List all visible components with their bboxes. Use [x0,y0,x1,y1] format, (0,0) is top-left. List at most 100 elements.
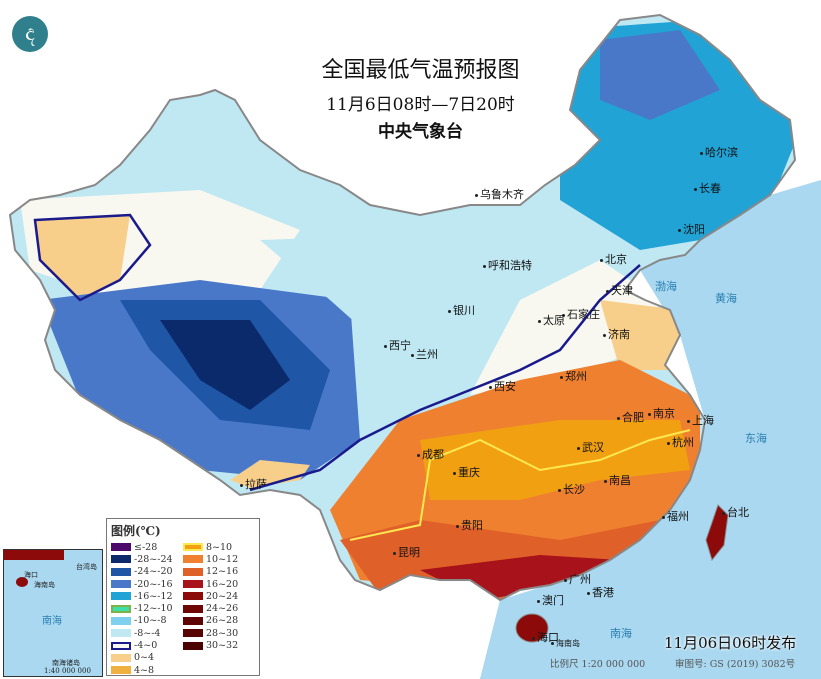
island-label: 海南岛 [551,638,580,649]
legend-swatch [111,653,131,662]
city-label: 太原 [538,312,565,328]
legend-swatch [111,629,131,638]
legend-label: 24~26 [206,603,239,615]
legend-item: 26~28 [183,615,255,627]
city-label: 香港 [587,584,614,600]
south-china-sea-inset: 海口 海南岛 台湾岛 南海 南海诸岛 1:40 000 000 [3,549,103,677]
legend-item: 8~10 [183,541,255,553]
legend-label: 28~30 [206,627,239,639]
legend-item: -24~-20 [111,566,183,578]
legend-swatch [111,555,131,564]
inset-label: 南海 [42,616,62,627]
sea-label: 东海 [745,432,767,445]
city-label: 拉萨 [240,476,267,492]
legend-label: 4~8 [134,664,155,676]
legend-swatch [111,604,131,613]
city-label: 哈尔滨 [700,144,738,160]
legend-label: ≤-28 [134,541,158,553]
legend-item: 30~32 [183,639,255,651]
city-label: 石家庄 [562,306,600,322]
city-label: 兰州 [411,346,438,362]
city-label: 杭州 [667,434,694,450]
legend-item: 20~24 [183,590,255,602]
city-label: 西宁 [384,337,411,353]
city-label: 贵阳 [456,517,483,533]
legend-label: 26~28 [206,615,239,627]
legend-swatch [183,604,203,613]
legend-label: -28~-24 [134,553,173,565]
city-label: 长春 [694,180,721,196]
legend-item: 0~4 [111,652,183,664]
city-label: 广州 [564,571,591,587]
city-label: 南京 [648,405,675,421]
city-label: 福州 [662,508,689,524]
city-label: 台北 [722,504,749,520]
city-label: 银川 [448,302,475,318]
legend-label: -20~-16 [134,578,173,590]
legend-item: 24~26 [183,602,255,614]
legend-label: -4~0 [134,640,158,652]
inset-label: 南海诸岛 [52,659,80,667]
legend-item: -10~-8 [111,615,183,627]
legend-label: 10~12 [206,553,239,565]
legend-item: 4~8 [111,664,183,676]
city-label: 昆明 [393,544,420,560]
city-label: 乌鲁木齐 [475,186,524,202]
legend-item: 10~12 [183,553,255,565]
city-label: 天津 [606,282,633,298]
city-label: 郑州 [560,368,587,384]
eight-isotherm [349,429,691,541]
legend-label: 30~32 [206,640,239,652]
inset-scale: 1:40 000 000 [44,667,91,675]
legend-swatch [111,592,131,601]
inset-label: 海南岛 [34,581,55,589]
legend-item: -4~0 [111,639,183,651]
city-label: 呼和浩特 [483,257,532,273]
legend-item: -20~-16 [111,578,183,590]
city-label: 澳门 [537,592,564,608]
legend-swatch [111,543,131,552]
legend-swatch [183,567,203,576]
sea-label: 黄海 [715,292,737,305]
legend-item: 28~30 [183,627,255,639]
legend-label: 8~10 [206,541,233,553]
city-label: 武汉 [577,439,604,455]
sea-label: 渤海 [655,280,677,293]
legend-item: -12~-10 [111,602,183,614]
issuer: 中央气象台 [378,122,463,142]
legend: 图例(℃) ≤-28 -28~-24 -24~-20 -20~-16 -16~-12 -1… [106,518,260,676]
city-label: 沈阳 [678,221,705,237]
legend-item: -28~-24 [111,553,183,565]
legend-swatch [183,629,203,638]
legend-item: 16~20 [183,578,255,590]
legend-swatch [111,567,131,576]
city-label: 重庆 [453,464,480,480]
city-label: 北京 [600,251,627,267]
sea-label: 南海 [610,627,632,640]
legend-swatch [183,592,203,601]
legend-item: -8~-4 [111,627,183,639]
legend-swatch [183,616,203,625]
legend-label: 20~24 [206,590,239,602]
legend-label: 12~16 [206,566,239,578]
legend-label: -16~-12 [134,590,173,602]
legend-swatch [111,616,131,625]
city-label: 济南 [603,326,630,342]
legend-label: 0~4 [134,652,155,664]
sea-area [480,180,821,679]
legend-swatch [183,580,203,589]
city-label: 合肥 [617,409,644,425]
map-title: 全国最低气温预报图 [321,58,520,83]
legend-swatch [183,641,203,650]
forecast-period: 11月6日08时—7日20时 [326,95,515,115]
city-label: 成都 [417,446,444,462]
legend-swatch [111,666,131,675]
legend-swatch [111,641,131,650]
legend-label: -24~-20 [134,566,173,578]
legend-item: 12~16 [183,566,255,578]
cma-logo: ද [12,16,48,52]
legend-title: 图例(℃) [111,524,161,538]
legend-label: -8~-4 [134,627,161,639]
legend-item: ≤-28 [111,541,183,553]
legend-label: -10~-8 [134,615,167,627]
